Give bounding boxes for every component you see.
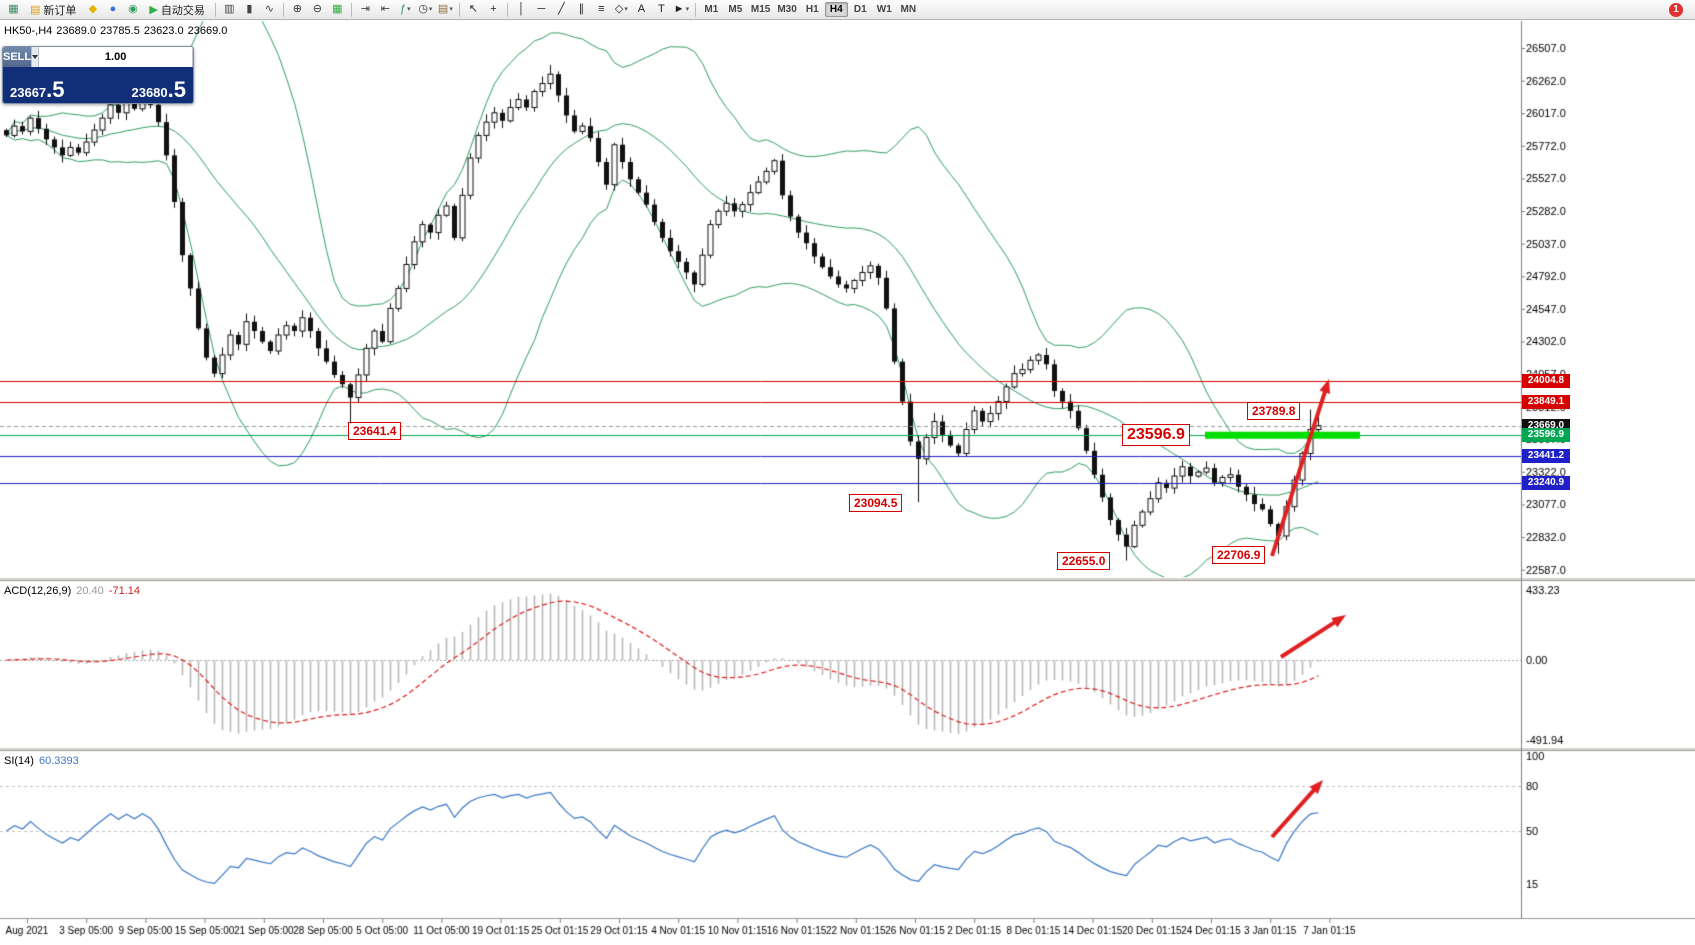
timeframe-m30[interactable]: M30 [777,4,797,15]
channel-icon[interactable]: ∥ [578,3,585,15]
rsi-value: 60.3393 [38,755,79,767]
arrow-tools-icon[interactable]: ► ▾ [673,3,690,15]
macd-main-value: 20.40 [76,585,104,597]
text-label-icon[interactable]: T [658,3,665,15]
toolbar-separator [458,2,460,17]
line-chart-icon[interactable]: ∿ [264,3,274,15]
annotation-23596.9: 23596.9 [1122,424,1190,446]
new-order-button-icon: ▤ [30,4,41,16]
timeframe-d1[interactable]: D1 [853,4,867,15]
trendline-icon[interactable]: ╱ [558,3,565,15]
new-order-button-label: 新订单 [43,4,77,17]
periods-icon[interactable]: ◷ ▾ [418,3,433,15]
timeframe-m5[interactable]: M5 [728,4,743,15]
sell-price-button[interactable]: 23667.5 [10,77,65,102]
price-axis-tag-23849.1: 23849.1 [1522,394,1570,409]
price-axis-tag-23596.9: 23596.9 [1522,428,1570,443]
market-icon[interactable]: ◉ [128,3,138,15]
toolbar-separator [282,2,284,17]
fibonacci-icon[interactable]: ≡ [598,3,605,15]
candlestick-chart-icon[interactable]: ▮ [246,3,253,15]
sell-button[interactable]: SELL [3,47,32,67]
timeframe-h1[interactable]: H1 [805,4,819,15]
autotrading-button-icon: ▶ [149,4,158,16]
one-click-price-row: 23667.5 23680.5 [3,67,193,103]
chevron-down-icon: ▾ [428,6,433,13]
community-icon[interactable]: ● [109,3,117,15]
tile-windows-icon[interactable]: ▦ [332,3,343,15]
buy-price-main: 23680 [131,85,168,100]
timeframe-mn[interactable]: MN [900,4,917,15]
annotation-23789.8: 23789.8 [1247,402,1301,420]
timeframe-h4[interactable]: H4 [824,2,848,17]
symbol-period-label: HK50-,H4 [4,25,53,37]
indicators-icon[interactable]: ƒ ▾ [400,3,411,15]
auto-scroll-icon[interactable]: ⇥ [360,3,370,15]
one-click-top-row: SELL BUY [3,47,193,67]
timeframe-m15[interactable]: M15 [750,4,771,15]
metaeditor-icon[interactable]: ◆ [88,3,98,15]
rsi-indicator-label: SI(14) 60.3393 [4,755,84,767]
triangle-down-icon [32,55,39,59]
crosshair-icon[interactable]: + [490,3,497,15]
price-axis-tag-24004.8: 24004.8 [1522,373,1570,388]
autotrading-button[interactable]: ▶ 自动交易 [143,1,210,18]
chart-window-icon[interactable]: ▦ [8,3,19,15]
buy-price-pips: .5 [167,77,186,102]
horizontal-line-icon[interactable]: ─ [537,3,546,15]
ohlc-open: 23689.0 [56,25,97,37]
sell-price-pips: .5 [46,77,65,102]
chevron-down-icon: ▾ [624,6,628,13]
sell-price-main: 23667 [10,85,47,100]
ohlc-low: 23623.0 [143,25,184,37]
ohlc-high: 23785.5 [100,25,140,37]
annotation-23094.5: 23094.5 [849,494,903,512]
macd-indicator-label: ACD(12,26,9) 20.40 -71.14 [4,585,145,597]
one-click-trading-panel: SELL BUY 23667.5 23680.5 [2,46,194,104]
chevron-down-icon: ▾ [685,6,690,13]
buy-price-button[interactable]: 23680.5 [131,77,186,102]
ohlc-close: 23669.0 [187,25,228,37]
annotation-23641.4: 23641.4 [348,422,402,440]
vertical-line-icon[interactable]: │ [517,3,525,15]
price-axis-tag-23240.9: 23240.9 [1522,475,1570,490]
toolbar: ▦ ▤ 新订单 ◆ ● ◉ ▶ 自动交易 ▥ ▮ ∿ ⊕ ⊖ ▦ ⇥ ⇤ ƒ ▾ ◷ ▾ ▤ ▾ ↖ + │ ─ ╱ ∥ ≡ ◇ ▾ A T ► ▾… [0,0,1695,20]
zoom-in-icon[interactable]: ⊕ [292,3,302,15]
toolbar-separator [214,2,216,17]
rsi-name: SI(14) [4,755,34,767]
timeframe-m1[interactable]: M1 [704,4,719,15]
autotrading-button-label: 自动交易 [160,4,205,17]
toolbar-separator [694,2,696,17]
zoom-out-icon[interactable]: ⊖ [312,3,322,15]
chart-ohlc-info: HK50-,H4 23689.0 23785.5 23623.0 23669.0 [4,25,231,37]
annotation-22706.9: 22706.9 [1212,546,1266,564]
notification-badge[interactable]: 1 [1669,2,1683,17]
price-axis-tag-23441.2: 23441.2 [1522,448,1570,463]
chart-shift-icon[interactable]: ⇤ [380,3,390,15]
templates-icon[interactable]: ▤ ▾ [437,3,453,15]
triangle-up-icon [193,55,194,59]
annotation-22655.0: 22655.0 [1057,552,1111,570]
chevron-down-icon: ▾ [449,6,453,13]
toolbar-separator [350,2,352,17]
text-icon[interactable]: A [637,3,646,15]
bar-chart-icon[interactable]: ▥ [224,3,235,15]
volume-input[interactable] [39,47,193,67]
shapes-icon[interactable]: ◇ ▾ [614,3,628,15]
macd-signal-value: -71.14 [108,585,140,597]
timeframe-w1[interactable]: W1 [876,4,892,15]
volume-decrease-button[interactable] [31,47,40,67]
cursor-icon[interactable]: ↖ [468,3,478,15]
toolbar-separator [506,2,508,17]
chevron-down-icon: ▾ [407,6,411,13]
new-order-button[interactable]: ▤ 新订单 [24,1,82,18]
volume-increase-button[interactable] [192,47,194,67]
macd-name: ACD(12,26,9) [4,585,72,597]
